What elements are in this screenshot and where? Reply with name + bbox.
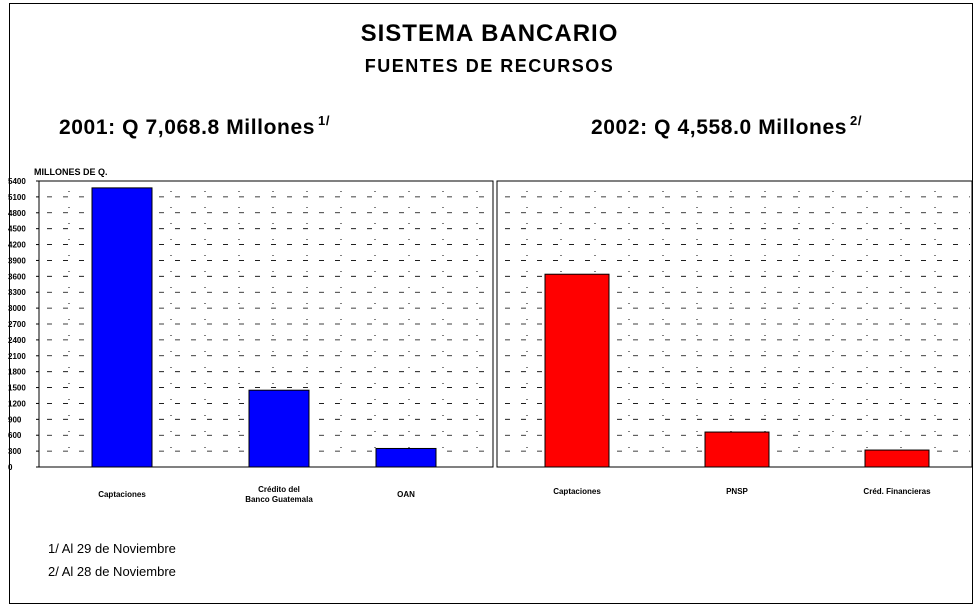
x-tick-label-left-2: OAN	[397, 490, 415, 499]
y-tick-label: 4500	[8, 225, 26, 234]
x-tick-label-right-2: Créd. Financieras	[863, 487, 931, 496]
y-tick-label: 3300	[8, 288, 26, 297]
y-tick-label: 4800	[8, 209, 26, 218]
y-tick-label: 3000	[8, 304, 26, 313]
y-tick-label: 3900	[8, 256, 26, 265]
y-tick-label: 2400	[8, 336, 26, 345]
y-axis-unit-label: MILLONES DE Q.	[34, 167, 108, 177]
bar-left-0	[91, 187, 153, 468]
footnote-1: 1/ Al 29 de Noviembre	[48, 541, 176, 556]
bar-left-2	[375, 447, 437, 468]
footnote-ref-1: 1/	[318, 113, 331, 128]
y-tick-label: 2100	[8, 352, 26, 361]
x-tick-label-left-0: Captaciones	[98, 490, 146, 499]
chart-title: SISTEMA BANCARIO	[360, 20, 619, 47]
bar-right-1	[704, 431, 770, 468]
footnote-ref-2: 2/	[850, 113, 863, 128]
y-tick-label: 1500	[8, 384, 26, 393]
bar-right-0	[544, 273, 610, 468]
y-tick-label: 4200	[8, 241, 26, 250]
bar-right-2	[864, 449, 930, 468]
x-tick-label-right-1: PNSP	[726, 487, 748, 496]
x-tick-label-left-1: Crédito del Banco Guatemala	[245, 485, 313, 504]
panel-2002-heading: 2002: Q 4,558.0 Millones 2/	[591, 113, 863, 140]
x-tick-label-right-0: Captaciones	[553, 487, 601, 496]
y-tick-label: 5100	[8, 193, 26, 202]
y-tick-label: 3600	[8, 272, 26, 281]
bar-left-1	[248, 389, 310, 468]
y-tick-label: 0	[8, 463, 13, 472]
chart-subtitle: FUENTES DE RECURSOS	[364, 56, 615, 76]
footnote-2: 2/ Al 28 de Noviembre	[48, 564, 176, 579]
y-tick-label: 2700	[8, 320, 26, 329]
y-tick-label: 300	[8, 447, 22, 456]
footnotes: 1/ Al 29 de Noviembre 2/ Al 28 de Noviem…	[48, 537, 176, 583]
y-tick-label: 1200	[8, 399, 26, 408]
panel-2002-heading-text: 2002: Q 4,558.0 Millones	[591, 116, 848, 139]
y-tick-label: 5400	[8, 177, 26, 186]
y-tick-label: 1800	[8, 368, 26, 377]
panel-2001-heading: 2001: Q 7,068.8 Millones 1/	[59, 113, 331, 140]
panel-2001-heading-text: 2001: Q 7,068.8 Millones	[59, 116, 316, 139]
y-tick-label: 600	[8, 431, 22, 440]
plot-area-right	[496, 180, 973, 468]
y-tick-label: 900	[8, 415, 22, 424]
